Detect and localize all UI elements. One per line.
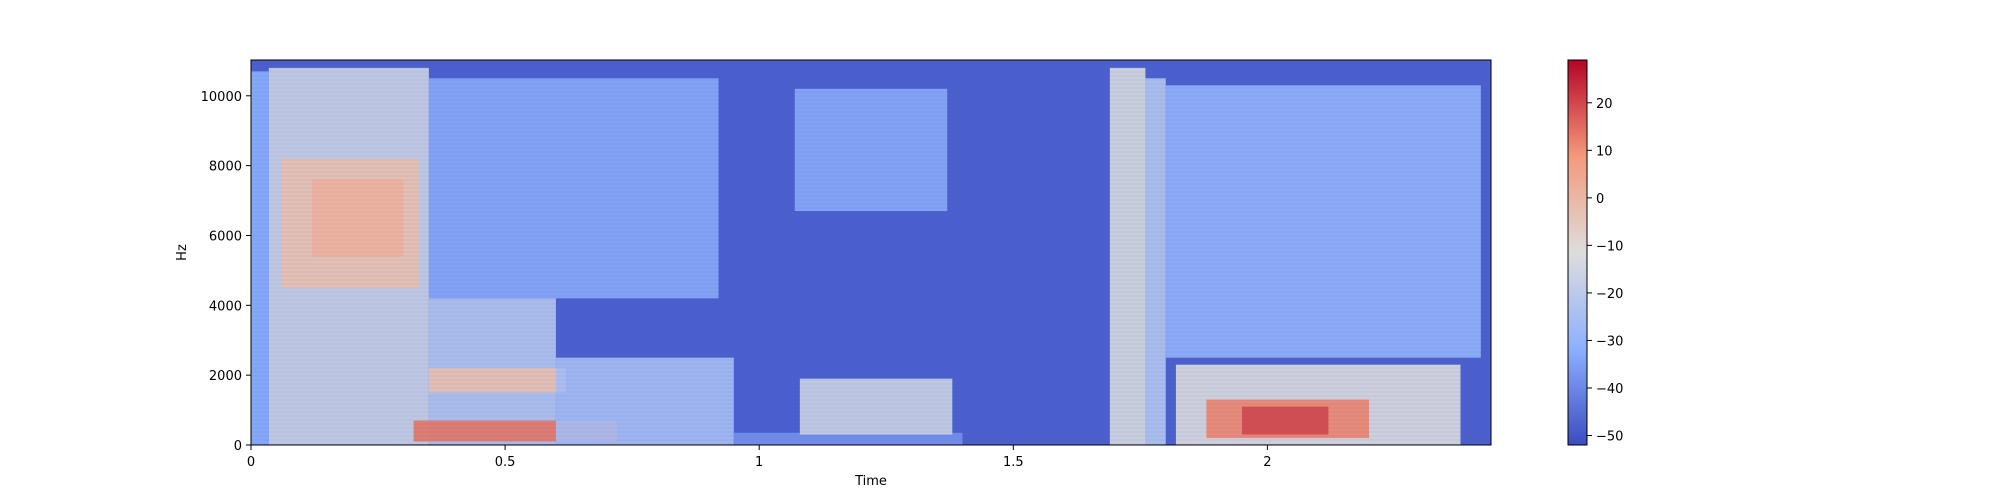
heatmap-region	[1145, 78, 1166, 445]
spectrogram-heatmap	[251, 59, 1491, 445]
heatmap-region	[251, 71, 269, 445]
colorbar-tick-label: 10	[1596, 144, 1613, 159]
heatmap-region	[1241, 406, 1329, 435]
heatmap-region	[555, 357, 734, 445]
x-tick-label: 1.5	[1003, 455, 1024, 470]
y-tick-label: 4000	[209, 299, 242, 314]
x-axis-label: Time	[854, 474, 887, 489]
colorbar-tick-label: 20	[1596, 97, 1613, 112]
y-axis: 0 2000 4000 6000 8000 10000	[201, 90, 251, 454]
colorbar	[1567, 59, 1588, 446]
heatmap-region	[311, 179, 404, 257]
y-tick-label: 8000	[209, 160, 242, 175]
x-axis: 0 0.5 1 1.5 2	[247, 445, 1272, 470]
heatmap-region	[1165, 85, 1481, 358]
x-tick-label: 2	[1263, 455, 1271, 470]
x-tick-label: 1	[755, 455, 763, 470]
colorbar-tick-label: −30	[1596, 334, 1623, 349]
heatmap-region	[428, 78, 719, 299]
y-tick-label: 0	[234, 439, 242, 454]
heatmap-region	[733, 432, 963, 445]
heatmap-region	[794, 88, 948, 212]
y-tick-label: 2000	[209, 369, 242, 384]
colorbar-tick-label: −10	[1596, 239, 1623, 254]
x-tick-label: 0	[247, 455, 255, 470]
y-axis-label: Hz	[175, 244, 190, 261]
heatmap-region	[799, 378, 953, 435]
heatmap-region	[1109, 67, 1146, 445]
heatmap-region	[428, 368, 567, 393]
y-tick-label: 10000	[201, 90, 242, 105]
plot-frame	[250, 59, 1492, 446]
colorbar-tick-label: −50	[1596, 429, 1623, 444]
colorbar-ticks: −50 −40 −30 −20 −10 0 10 20	[1587, 97, 1623, 444]
colorbar-tick-label: 0	[1596, 192, 1604, 207]
colorbar-tick-label: −20	[1596, 287, 1623, 302]
x-tick-label: 0.5	[495, 455, 516, 470]
y-tick-label: 6000	[209, 229, 242, 244]
colorbar-tick-label: −40	[1596, 382, 1623, 397]
